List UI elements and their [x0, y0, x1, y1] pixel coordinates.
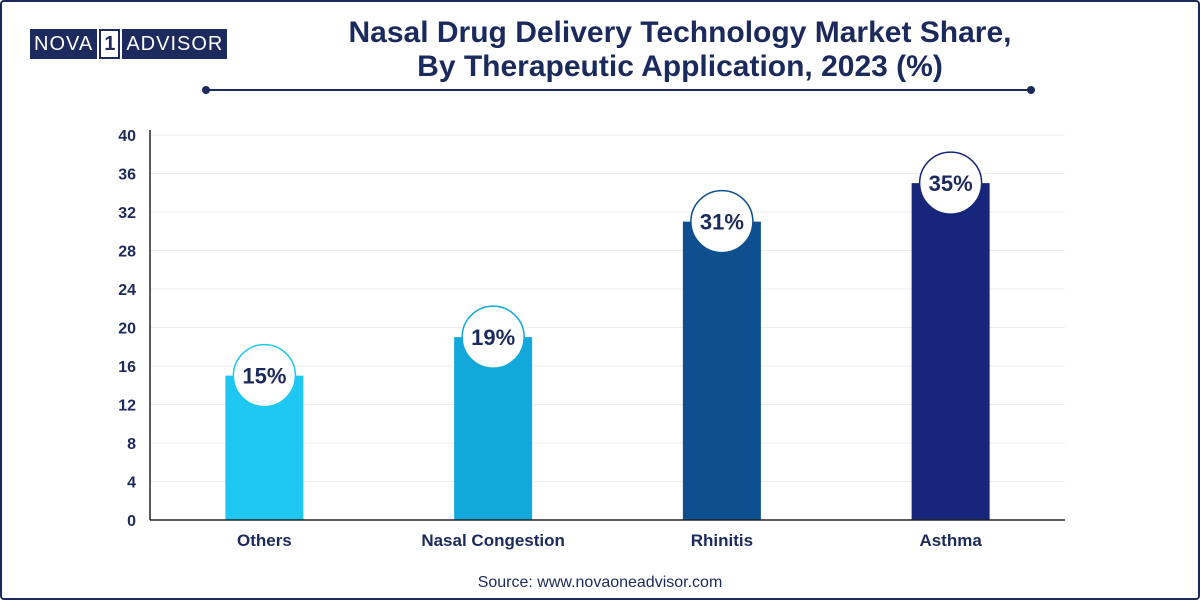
data-label: 35% — [929, 171, 973, 196]
x-tick-label: Nasal Congestion — [421, 531, 565, 550]
data-label: 15% — [242, 364, 286, 389]
x-tick-label: Rhinitis — [691, 531, 753, 550]
title-underline-left-dot — [202, 86, 210, 94]
data-label: 31% — [700, 210, 744, 235]
y-tick-label: 8 — [127, 436, 136, 453]
y-tick-label: 0 — [127, 513, 136, 530]
logo-text-nova: NOVA — [30, 29, 98, 59]
chart-title: Nasal Drug Delivery Technology Market Sh… — [300, 16, 1060, 84]
data-label-bubble — [690, 189, 754, 254]
title-underline-right-dot — [1027, 86, 1035, 94]
y-tick-label: 40 — [118, 128, 136, 145]
data-label: 19% — [471, 325, 515, 350]
logo-text-advisor: ADVISOR — [122, 29, 228, 59]
y-tick-label: 20 — [118, 321, 136, 338]
y-tick-label: 16 — [118, 359, 136, 376]
y-tick-label: 24 — [118, 282, 136, 299]
y-tick-label: 32 — [118, 205, 136, 222]
bar — [911, 183, 990, 520]
bar — [682, 221, 761, 520]
source-note: Source: www.novaoneadvisor.com — [477, 574, 723, 591]
y-tick-label: 28 — [118, 244, 136, 261]
chart-title-line1: Nasal Drug Delivery Technology Market Sh… — [348, 16, 1012, 49]
data-label-bubble — [232, 343, 297, 408]
y-tick-label: 12 — [118, 398, 136, 415]
chart-title-line2: By Therapeutic Application, 2023 (%) — [417, 50, 943, 83]
x-tick-label: Asthma — [919, 531, 982, 550]
x-tick-label: Others — [237, 531, 292, 550]
logo-text-one: 1 — [99, 29, 121, 59]
y-tick-label: 36 — [118, 167, 136, 184]
nova-one-advisor-logo: NOVA 1 ADVISOR — [30, 29, 228, 59]
y-tick-label: 4 — [127, 475, 136, 492]
data-label-bubble — [918, 151, 983, 215]
data-label-bubble — [461, 305, 525, 369]
